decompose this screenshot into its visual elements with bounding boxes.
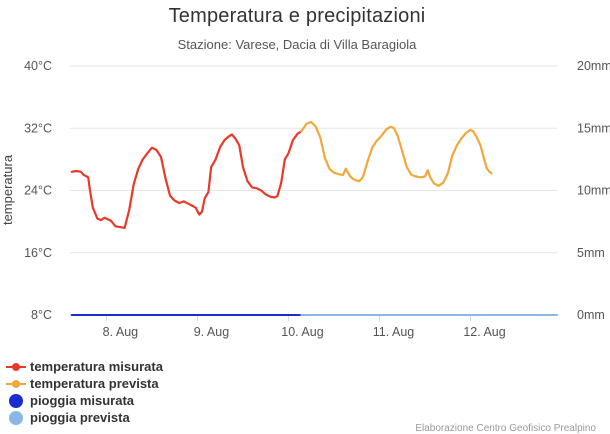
chart-title: Temperatura e precipitazioni	[168, 5, 426, 27]
legend-label: temperatura misurata	[30, 359, 163, 374]
y-right-tick-label: 10mm	[577, 184, 610, 198]
x-tick-label: 12. Aug	[463, 325, 505, 339]
line-marker-icon	[6, 360, 26, 374]
legend-item-temperatura-prevista[interactable]: temperatura prevista	[6, 375, 163, 392]
x-tick-label: 9. Aug	[194, 325, 229, 339]
series-line-temperatura-prevista[interactable]	[300, 120, 493, 187]
circle-marker-icon	[6, 410, 26, 425]
x-tick-label: 8. Aug	[103, 325, 138, 339]
y-axis-left-title: temperatura	[0, 154, 15, 225]
legend-item-temperatura-misurata[interactable]: temperatura misurata	[6, 358, 163, 375]
legend-item-pioggia-prevista[interactable]: pioggia prevista	[6, 409, 163, 426]
y-left-tick-label: 24°C	[24, 184, 52, 198]
y-left-tick-label: 16°C	[24, 246, 52, 260]
circle-marker-icon	[6, 393, 26, 408]
legend-item-pioggia-misurata[interactable]: pioggia misurata	[6, 392, 163, 409]
legend-label: temperatura prevista	[30, 376, 159, 391]
chart-subtitle: Stazione: Varese, Dacia di Villa Baragio…	[177, 37, 417, 52]
line-marker-icon	[6, 377, 26, 391]
y-left-tick-label: 8°C	[31, 308, 52, 322]
legend: temperatura misurata temperatura previst…	[6, 358, 163, 426]
y-right-tick-label: 15mm	[577, 121, 610, 135]
y-left-tick-label: 32°C	[24, 121, 52, 135]
y-right-tick-label: 0mm	[577, 308, 605, 322]
legend-label: pioggia prevista	[30, 410, 130, 425]
x-tick-label: 11. Aug	[373, 325, 415, 339]
y-right-tick-label: 5mm	[577, 246, 605, 260]
legend-label: pioggia misurata	[30, 393, 135, 408]
y-right-tick-label: 20mm	[577, 59, 610, 73]
credits-link[interactable]: Elaborazione Centro Geofisico Prealpino	[415, 423, 596, 434]
y-left-tick-label: 40°C	[24, 59, 52, 73]
series-line-temperatura-misurata[interactable]	[70, 130, 303, 229]
x-tick-label: 10. Aug	[281, 325, 323, 339]
